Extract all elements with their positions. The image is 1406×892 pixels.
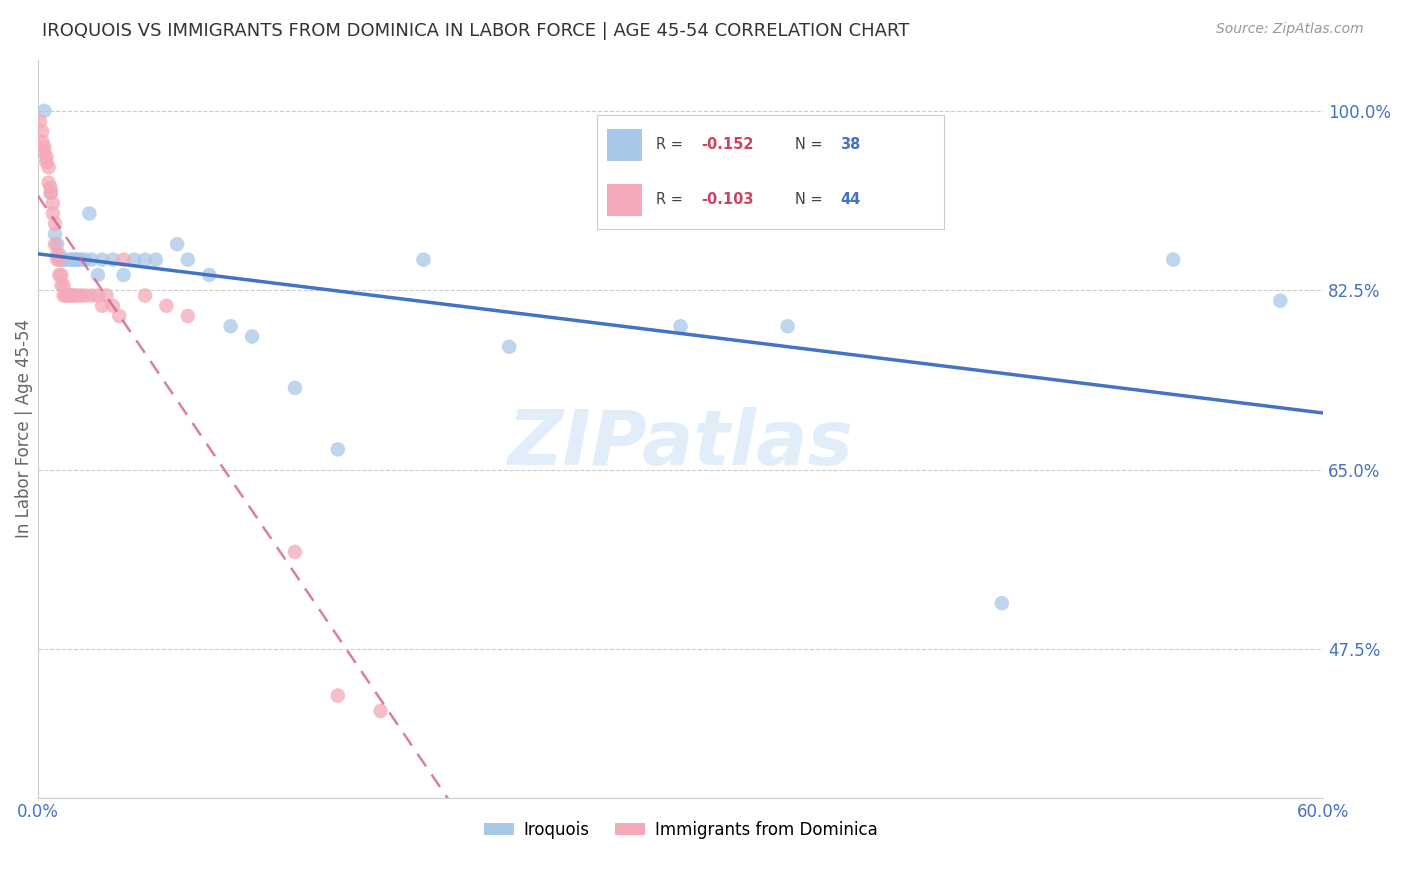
- Point: [34, 103, 56, 118]
- Point: [370, 704, 392, 718]
- Point: [112, 252, 135, 267]
- Point: [776, 319, 799, 334]
- Point: [44, 227, 66, 241]
- Point: [60, 252, 83, 267]
- Point: [991, 596, 1014, 610]
- Point: [59, 288, 82, 302]
- Point: [55, 252, 77, 267]
- Point: [91, 299, 114, 313]
- Y-axis label: In Labor Force | Age 45-54: In Labor Force | Age 45-54: [15, 319, 32, 539]
- Point: [91, 252, 114, 267]
- Point: [67, 252, 90, 267]
- Point: [284, 545, 307, 559]
- Point: [44, 217, 66, 231]
- Point: [63, 288, 86, 302]
- Point: [52, 278, 75, 293]
- Point: [38, 176, 60, 190]
- Point: [145, 252, 167, 267]
- Point: [498, 340, 520, 354]
- Point: [198, 268, 221, 282]
- Point: [52, 288, 75, 302]
- Point: [79, 206, 101, 220]
- Point: [42, 196, 65, 211]
- Text: ZIPatlas: ZIPatlas: [508, 407, 853, 481]
- Point: [284, 381, 307, 395]
- Text: Source: ZipAtlas.com: Source: ZipAtlas.com: [1216, 22, 1364, 37]
- Point: [55, 288, 77, 302]
- Point: [326, 689, 349, 703]
- Point: [87, 268, 110, 282]
- Point: [80, 288, 103, 302]
- Point: [669, 319, 692, 334]
- Point: [52, 252, 75, 267]
- Point: [48, 252, 70, 267]
- Point: [69, 252, 91, 267]
- Point: [87, 288, 110, 302]
- Point: [34, 145, 56, 159]
- Point: [48, 247, 70, 261]
- Point: [60, 288, 83, 302]
- Point: [39, 186, 62, 200]
- Point: [96, 288, 118, 302]
- Point: [51, 278, 73, 293]
- Point: [28, 114, 51, 128]
- Point: [31, 124, 53, 138]
- Point: [1161, 252, 1184, 267]
- Point: [42, 206, 65, 220]
- Point: [108, 309, 131, 323]
- Point: [134, 252, 156, 267]
- Point: [46, 247, 69, 261]
- Point: [39, 181, 62, 195]
- Point: [177, 252, 200, 267]
- Point: [177, 309, 200, 323]
- Point: [101, 252, 124, 267]
- Text: IROQUOIS VS IMMIGRANTS FROM DOMINICA IN LABOR FORCE | AGE 45-54 CORRELATION CHAR: IROQUOIS VS IMMIGRANTS FROM DOMINICA IN …: [42, 22, 910, 40]
- Point: [69, 288, 91, 302]
- Point: [65, 288, 87, 302]
- Point: [134, 288, 156, 302]
- Point: [51, 268, 73, 282]
- Point: [48, 268, 70, 282]
- Point: [38, 161, 60, 175]
- Point: [219, 319, 242, 334]
- Point: [31, 135, 53, 149]
- Legend: Iroquois, Immigrants from Dominica: Iroquois, Immigrants from Dominica: [477, 814, 884, 846]
- Point: [46, 237, 69, 252]
- Point: [124, 252, 146, 267]
- Point: [1270, 293, 1292, 308]
- Point: [34, 140, 56, 154]
- Point: [35, 150, 58, 164]
- Point: [65, 252, 87, 267]
- Point: [39, 186, 62, 200]
- Point: [63, 252, 86, 267]
- Point: [35, 155, 58, 169]
- Point: [112, 268, 135, 282]
- Point: [240, 329, 263, 343]
- Point: [155, 299, 177, 313]
- Point: [80, 252, 103, 267]
- Point: [73, 252, 96, 267]
- Point: [46, 252, 69, 267]
- Point: [44, 237, 66, 252]
- Point: [59, 252, 82, 267]
- Point: [166, 237, 188, 252]
- Point: [326, 442, 349, 457]
- Point: [101, 299, 124, 313]
- Point: [56, 288, 79, 302]
- Point: [51, 252, 73, 267]
- Point: [73, 288, 96, 302]
- Point: [412, 252, 434, 267]
